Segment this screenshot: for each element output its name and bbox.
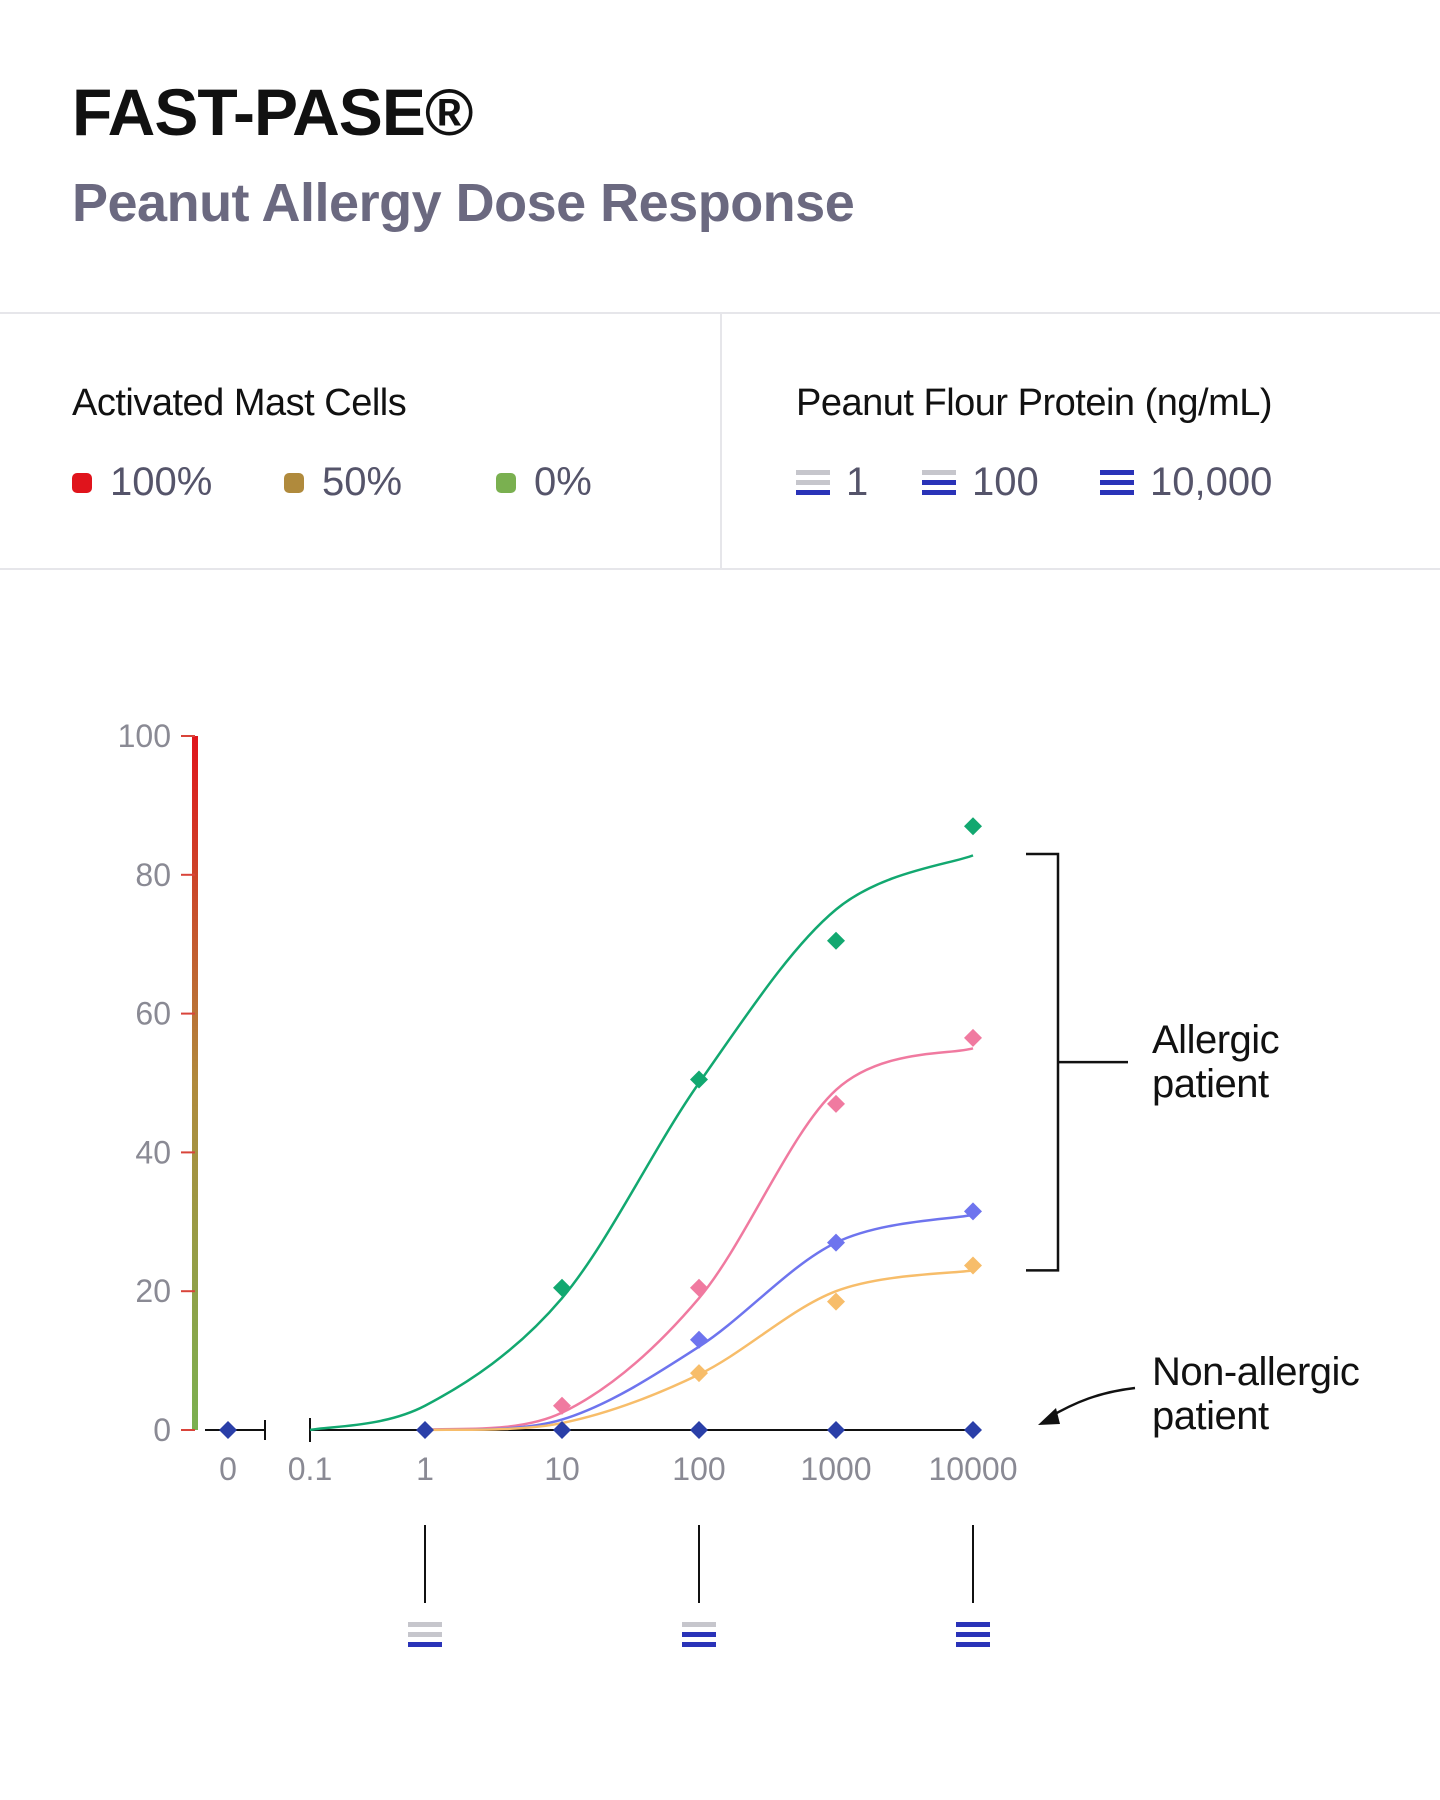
x-tick-label: 1 <box>416 1451 434 1487</box>
page-subtitle: Peanut Allergy Dose Response <box>72 173 855 233</box>
swatch-green-icon <box>496 472 516 493</box>
data-point <box>416 1421 434 1439</box>
dose-level-bar <box>682 1632 716 1637</box>
x-tick-label: 10000 <box>929 1451 1018 1487</box>
data-point <box>690 1278 708 1297</box>
nonallergic-annotation: Non-allergic patient <box>1152 1350 1360 1438</box>
data-point <box>690 1364 708 1383</box>
nonallergic-label-line2: patient <box>1152 1394 1269 1438</box>
y-tick-label: 20 <box>135 1273 171 1309</box>
dose-level-icon <box>408 1622 442 1647</box>
header: FAST-PASE® Peanut Allergy Dose Response <box>0 0 1440 314</box>
dose-high-icon <box>1100 468 1134 498</box>
dose-level-bar <box>956 1622 990 1627</box>
data-point <box>553 1396 571 1415</box>
legend-mast-cells-title: Activated Mast Cells <box>72 382 407 424</box>
allergic-annotation: Allergic patient <box>1152 1018 1280 1106</box>
legend-dose-100: 100 <box>922 460 1039 505</box>
dose-level-bar <box>956 1642 990 1647</box>
dose-level-bar <box>408 1632 442 1637</box>
y-tick-label: 80 <box>135 857 171 893</box>
nonallergic-arrow <box>1047 1386 1136 1420</box>
fit-curve-3 <box>424 1213 974 1432</box>
swatch-red-icon <box>72 472 92 493</box>
dose-level-bar <box>408 1642 442 1647</box>
arrowhead-icon <box>1038 1408 1060 1425</box>
allergic-label-line2: patient <box>1152 1062 1269 1106</box>
legend-dose-10000: 10,000 <box>1100 460 1272 505</box>
legend-item-label: 100% <box>110 460 213 504</box>
x-tick-label: 0 <box>219 1451 237 1487</box>
data-point <box>827 931 845 950</box>
data-point <box>690 1070 708 1089</box>
dose-mid-icon <box>922 468 956 498</box>
data-point <box>219 1421 237 1439</box>
legend-dose-title: Peanut Flour Protein (ng/mL) <box>796 382 1273 424</box>
dose-level-icon <box>956 1622 990 1647</box>
x-tick-label: 0.1 <box>288 1451 332 1487</box>
y-tick-label: 100 <box>118 718 171 754</box>
fit-curve-1 <box>309 854 974 1432</box>
legend-item-label: 10,000 <box>1150 460 1273 504</box>
legend-row: Activated Mast Cells 100% 50% 0% Peanut … <box>0 314 1440 570</box>
dose-level-bar <box>682 1642 716 1647</box>
legend-item-label: 50% <box>322 460 403 504</box>
dose-level-icon <box>682 1622 716 1647</box>
legend-item-100: 100% <box>72 460 212 505</box>
x-tick-label: 1000 <box>800 1451 871 1487</box>
allergic-label-line1: Allergic <box>1152 1018 1280 1062</box>
data-point <box>827 1421 845 1439</box>
data-point <box>964 1202 982 1221</box>
data-point <box>964 817 982 836</box>
y-axis <box>192 736 198 1430</box>
legend-dose: Peanut Flour Protein (ng/mL) 1 100 10,00… <box>722 314 1440 568</box>
y-tick-label: 0 <box>153 1412 171 1448</box>
dose-low-icon <box>796 468 830 498</box>
legend-item-label: 100 <box>972 460 1039 504</box>
swatch-brown-icon <box>284 472 304 493</box>
x-tick-label: 100 <box>672 1451 725 1487</box>
dose-level-bar <box>956 1632 990 1637</box>
data-point <box>827 1292 845 1311</box>
legend-item-0: 0% <box>496 460 592 505</box>
page-title: FAST-PASE® <box>72 75 473 149</box>
data-point <box>827 1233 845 1252</box>
legend-item-label: 1 <box>846 460 869 504</box>
data-point <box>964 1256 982 1275</box>
data-point <box>690 1330 708 1349</box>
fit-curve-2 <box>424 1047 974 1432</box>
data-point <box>553 1278 571 1297</box>
y-tick-label: 40 <box>135 1134 171 1170</box>
data-point <box>553 1421 571 1439</box>
dose-level-bar <box>408 1622 442 1627</box>
dose-level-bar <box>682 1622 716 1627</box>
y-tick-label: 60 <box>135 996 171 1032</box>
x-tick-label: 10 <box>544 1451 580 1487</box>
legend-mast-cells: Activated Mast Cells 100% 50% 0% <box>0 314 722 568</box>
data-point <box>827 1094 845 1113</box>
nonallergic-label-line1: Non-allergic <box>1152 1350 1360 1394</box>
legend-dose-1: 1 <box>796 460 868 505</box>
data-point <box>964 1028 982 1047</box>
data-point <box>964 1421 982 1439</box>
allergic-bracket <box>1026 852 1060 1272</box>
legend-item-label: 0% <box>534 460 592 504</box>
legend-item-50: 50% <box>284 460 402 505</box>
data-point <box>690 1421 708 1439</box>
